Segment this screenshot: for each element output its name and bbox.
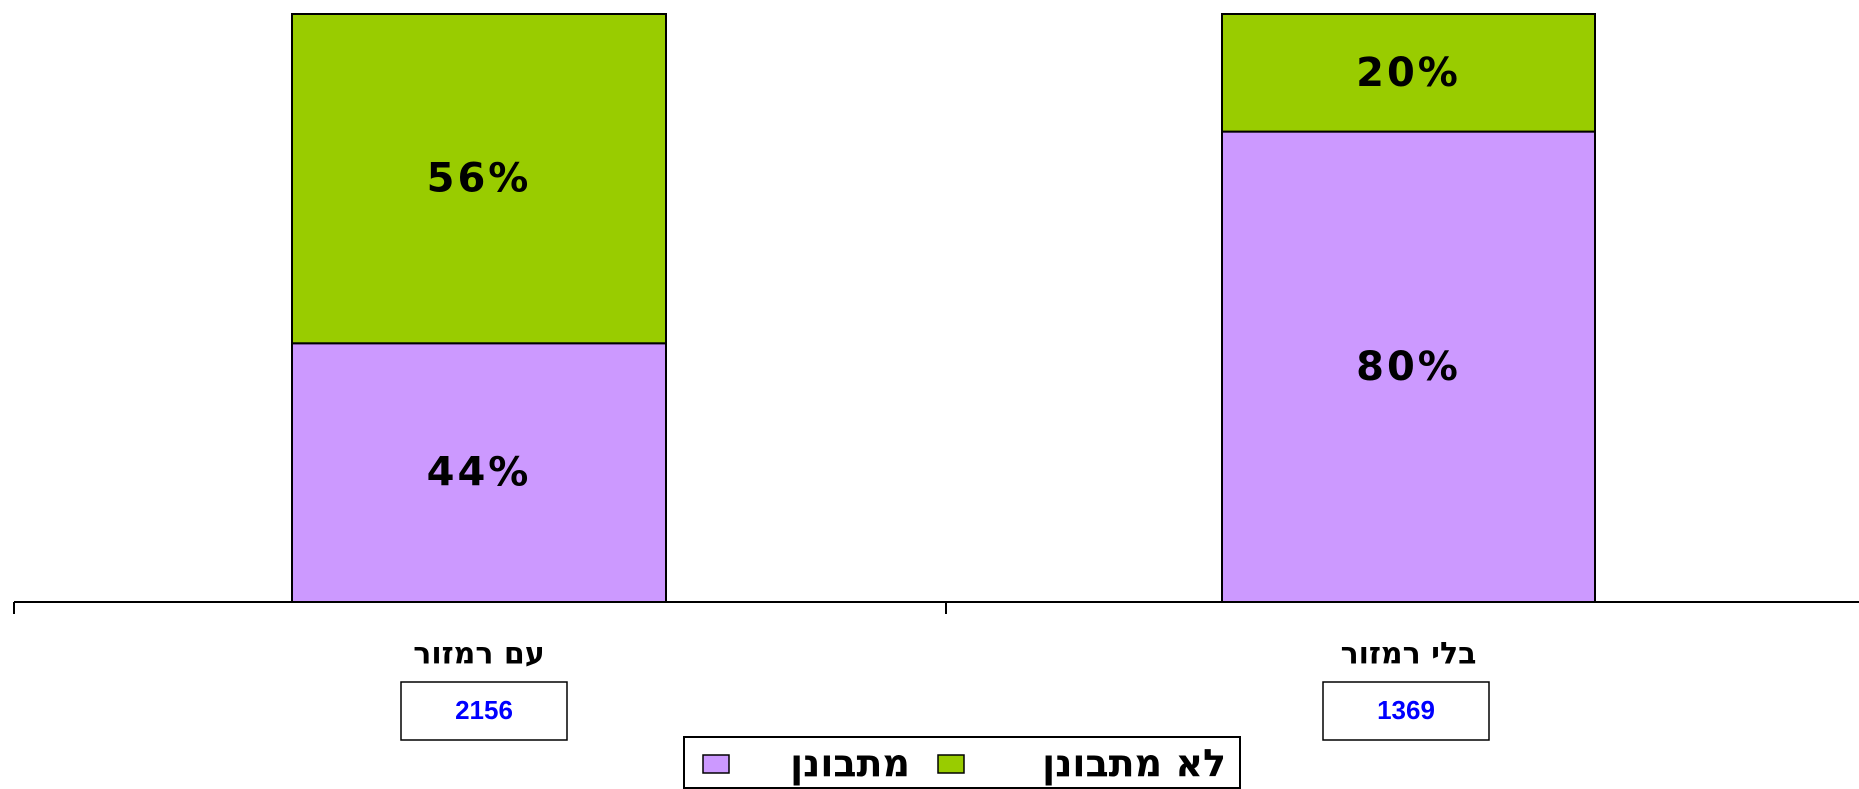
category-label: בלי רמזור: [1341, 637, 1477, 672]
data-label: 44%: [427, 450, 532, 496]
legend-label: לא מתבונן: [1042, 742, 1226, 786]
sample-box: [400, 681, 568, 741]
legend-label: מתבונן: [790, 742, 910, 786]
sample-size: 2156: [455, 695, 513, 725]
data-label: 80%: [1356, 344, 1461, 390]
bar-segment: [291, 13, 667, 345]
bar-segment: [1221, 13, 1596, 133]
category-label: עם רמזור: [413, 637, 544, 672]
bar-segment: [291, 342, 667, 603]
bar-segment: [1221, 130, 1596, 603]
legend-swatch: [702, 754, 730, 774]
sample-size: 1369: [1377, 695, 1435, 725]
sample-box: [1322, 681, 1490, 741]
data-label: 20%: [1356, 50, 1461, 96]
legend-swatch: [937, 754, 965, 774]
data-label: 56%: [427, 156, 532, 202]
